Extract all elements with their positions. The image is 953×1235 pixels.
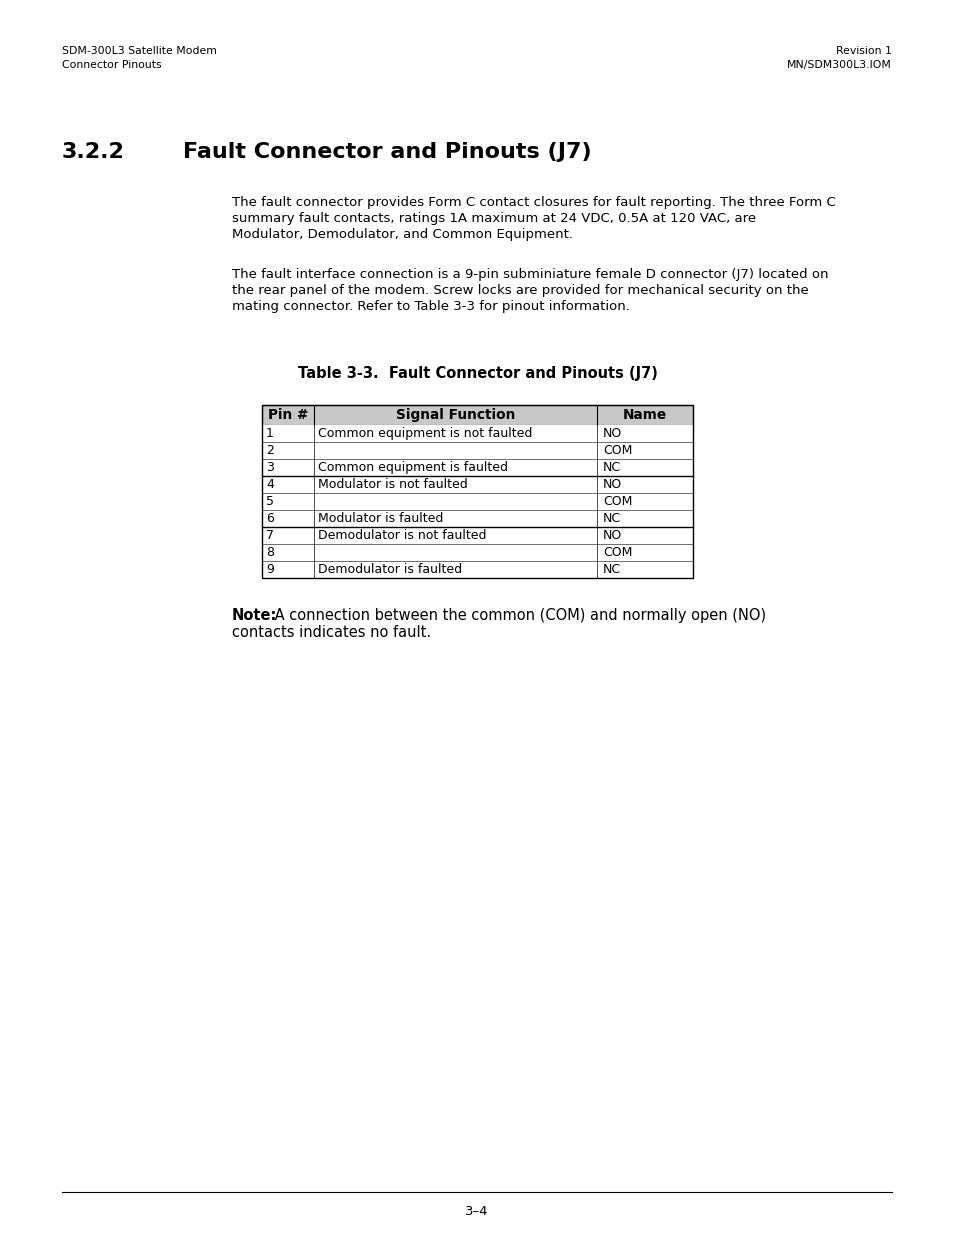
Text: Signal Function: Signal Function <box>395 408 515 422</box>
Text: Modulator, Demodulator, and Common Equipment.: Modulator, Demodulator, and Common Equip… <box>232 228 573 241</box>
Text: Modulator is not faulted: Modulator is not faulted <box>317 478 467 492</box>
Text: Demodulator is not faulted: Demodulator is not faulted <box>317 529 486 542</box>
Text: Revision 1: Revision 1 <box>835 46 891 56</box>
Text: 3: 3 <box>266 461 274 474</box>
Text: COM: COM <box>602 546 632 559</box>
Text: 5: 5 <box>266 495 274 508</box>
Bar <box>262 493 692 510</box>
Text: mating connector. Refer to Table 3-3 for pinout information.: mating connector. Refer to Table 3-3 for… <box>232 300 629 312</box>
Text: the rear panel of the modem. Screw locks are provided for mechanical security on: the rear panel of the modem. Screw locks… <box>232 284 808 296</box>
Text: MN/SDM300L3.IOM: MN/SDM300L3.IOM <box>786 61 891 70</box>
Text: NC: NC <box>602 513 620 525</box>
Bar <box>262 510 692 527</box>
Text: Modulator is faulted: Modulator is faulted <box>317 513 443 525</box>
Text: 3.2.2: 3.2.2 <box>62 142 125 162</box>
Text: Pin #: Pin # <box>268 408 308 422</box>
Text: contacts indicates no fault.: contacts indicates no fault. <box>232 625 431 640</box>
Text: Note:: Note: <box>232 608 277 622</box>
Text: Table 3-3.  Fault Connector and Pinouts (J7): Table 3-3. Fault Connector and Pinouts (… <box>297 366 657 382</box>
Text: Common equipment is faulted: Common equipment is faulted <box>317 461 507 474</box>
Bar <box>262 425 692 442</box>
Text: 1: 1 <box>266 427 274 440</box>
Text: Name: Name <box>622 408 666 422</box>
Text: NO: NO <box>602 478 621 492</box>
Text: NC: NC <box>602 461 620 474</box>
Text: COM: COM <box>602 445 632 457</box>
Bar <box>262 475 692 493</box>
Text: 4: 4 <box>266 478 274 492</box>
Text: Demodulator is faulted: Demodulator is faulted <box>317 563 461 576</box>
Text: A connection between the common (COM) and normally open (NO): A connection between the common (COM) an… <box>270 608 765 622</box>
Text: Connector Pinouts: Connector Pinouts <box>62 61 161 70</box>
Text: 8: 8 <box>266 546 274 559</box>
Text: NC: NC <box>602 563 620 576</box>
Text: 9: 9 <box>266 563 274 576</box>
Text: Fault Connector and Pinouts (J7): Fault Connector and Pinouts (J7) <box>183 142 591 162</box>
Text: 6: 6 <box>266 513 274 525</box>
Bar <box>262 405 692 425</box>
Text: 7: 7 <box>266 529 274 542</box>
Text: Common equipment is not faulted: Common equipment is not faulted <box>317 427 532 440</box>
Text: 3–4: 3–4 <box>465 1205 488 1218</box>
Text: summary fault contacts, ratings 1A maximum at 24 VDC, 0.5A at 120 VAC, are: summary fault contacts, ratings 1A maxim… <box>232 212 756 225</box>
Text: NO: NO <box>602 529 621 542</box>
Bar <box>262 543 692 561</box>
Text: The fault connector provides Form C contact closures for fault reporting. The th: The fault connector provides Form C cont… <box>232 196 835 209</box>
Bar <box>262 459 692 475</box>
Bar <box>262 561 692 578</box>
Bar <box>262 405 692 578</box>
Text: 2: 2 <box>266 445 274 457</box>
Text: NO: NO <box>602 427 621 440</box>
Text: COM: COM <box>602 495 632 508</box>
Text: SDM-300L3 Satellite Modem: SDM-300L3 Satellite Modem <box>62 46 216 56</box>
Bar <box>262 527 692 543</box>
Bar <box>262 442 692 459</box>
Text: The fault interface connection is a 9-pin subminiature female D connector (J7) l: The fault interface connection is a 9-pi… <box>232 268 827 282</box>
